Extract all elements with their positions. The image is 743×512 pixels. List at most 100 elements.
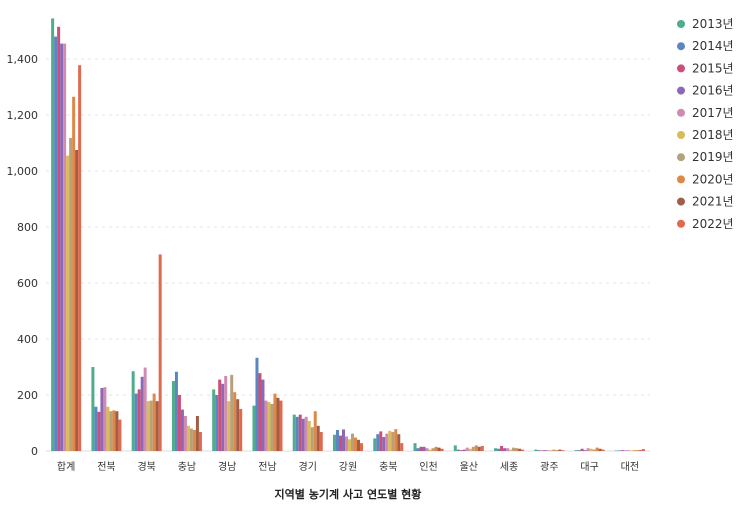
bar[interactable] (140, 376, 144, 451)
legend-item[interactable]: 2018년 (677, 128, 734, 142)
bar[interactable] (638, 450, 642, 451)
bar[interactable] (146, 401, 150, 451)
bar[interactable] (641, 449, 645, 451)
bar[interactable] (397, 434, 401, 451)
bar[interactable] (94, 406, 98, 451)
bar[interactable] (155, 401, 159, 451)
bar[interactable] (279, 400, 283, 451)
bar[interactable] (78, 65, 82, 451)
bar[interactable] (252, 405, 256, 451)
bar[interactable] (577, 450, 581, 451)
bar[interactable] (239, 409, 243, 451)
bar[interactable] (149, 400, 153, 451)
bar[interactable] (500, 445, 504, 451)
bar[interactable] (431, 448, 435, 451)
bar[interactable] (313, 411, 317, 451)
bar[interactable] (440, 448, 444, 451)
bar[interactable] (586, 448, 590, 451)
bar[interactable] (601, 449, 605, 451)
bar[interactable] (357, 439, 360, 451)
bar[interactable] (391, 431, 395, 451)
bar[interactable] (614, 450, 618, 451)
bar[interactable] (583, 450, 587, 451)
bar[interactable] (195, 416, 199, 451)
legend-item[interactable]: 2017년 (677, 106, 734, 120)
bar[interactable] (503, 448, 507, 451)
bar[interactable] (112, 410, 116, 451)
bar[interactable] (131, 371, 135, 451)
bar[interactable] (394, 429, 398, 451)
bar[interactable] (400, 443, 404, 451)
bar[interactable] (580, 448, 584, 451)
bar[interactable] (518, 448, 522, 451)
bar[interactable] (549, 450, 553, 451)
bar[interactable] (267, 402, 271, 451)
bar[interactable] (623, 450, 627, 451)
legend-item[interactable]: 2022년 (677, 217, 734, 231)
bar[interactable] (425, 448, 429, 451)
bar[interactable] (273, 393, 277, 451)
bar[interactable] (555, 450, 559, 451)
bar[interactable] (376, 434, 380, 451)
legend-item[interactable]: 2021년 (677, 195, 734, 209)
bar[interactable] (215, 395, 219, 451)
bar[interactable] (465, 447, 469, 451)
bar[interactable] (295, 416, 299, 451)
bar[interactable] (115, 411, 119, 451)
bar[interactable] (186, 425, 190, 451)
bar[interactable] (137, 389, 141, 451)
bar[interactable] (301, 418, 305, 451)
bar[interactable] (617, 450, 621, 451)
bar[interactable] (561, 450, 565, 451)
bar[interactable] (57, 26, 61, 452)
bar[interactable] (298, 414, 302, 451)
bar[interactable] (258, 373, 262, 451)
bar[interactable] (66, 155, 70, 451)
bar[interactable] (310, 427, 314, 451)
bar[interactable] (233, 392, 237, 451)
bar[interactable] (534, 449, 538, 451)
bar[interactable] (158, 254, 162, 451)
bar[interactable] (100, 388, 104, 451)
bar[interactable] (60, 43, 64, 451)
bar[interactable] (227, 401, 231, 451)
bar[interactable] (339, 435, 342, 451)
bar[interactable] (345, 436, 348, 451)
bar[interactable] (109, 411, 113, 451)
bar[interactable] (319, 431, 323, 451)
bar[interactable] (264, 400, 268, 451)
bar[interactable] (255, 357, 259, 451)
bar[interactable] (177, 395, 181, 451)
bar[interactable] (592, 449, 596, 451)
bar[interactable] (236, 399, 240, 451)
bar[interactable] (192, 430, 196, 451)
bar[interactable] (416, 448, 420, 451)
bar[interactable] (276, 397, 280, 451)
legend-item[interactable]: 2016년 (677, 84, 734, 98)
bar[interactable] (379, 431, 383, 451)
bar[interactable] (552, 449, 556, 451)
bar[interactable] (546, 450, 550, 451)
bar[interactable] (494, 448, 498, 451)
bar[interactable] (626, 450, 630, 451)
legend-item[interactable]: 2014년 (677, 39, 734, 53)
bar[interactable] (261, 379, 265, 451)
bar[interactable] (152, 393, 156, 451)
bar[interactable] (512, 447, 516, 451)
bar[interactable] (292, 414, 296, 451)
bar[interactable] (103, 387, 107, 451)
bar[interactable] (598, 448, 602, 451)
bar[interactable] (543, 450, 547, 451)
legend-item[interactable]: 2019년 (677, 150, 734, 164)
bar[interactable] (382, 437, 386, 451)
bar[interactable] (437, 447, 441, 451)
legend-item[interactable]: 2015년 (677, 61, 734, 75)
bar[interactable] (521, 449, 525, 451)
bar[interactable] (97, 411, 101, 451)
bar[interactable] (336, 430, 339, 451)
bar[interactable] (189, 428, 193, 451)
bar[interactable] (388, 430, 392, 451)
bar[interactable] (171, 381, 175, 451)
bar[interactable] (198, 431, 202, 451)
bar[interactable] (183, 416, 187, 451)
